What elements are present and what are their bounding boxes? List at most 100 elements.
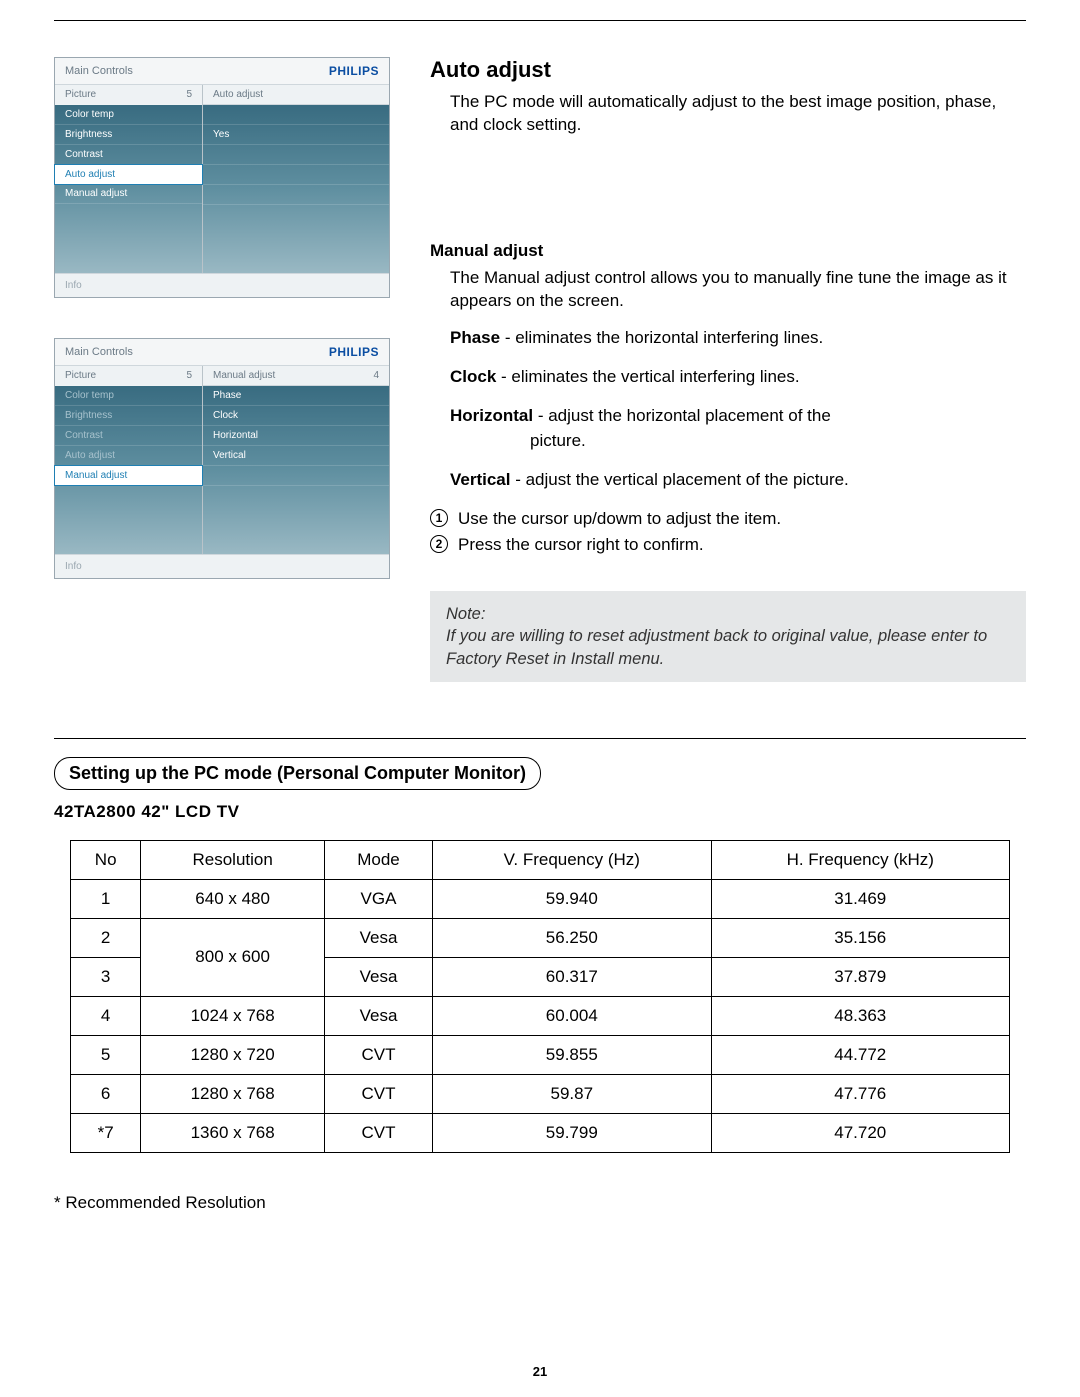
cell-no: 1 xyxy=(71,879,141,918)
osd-manual-adjust: Main Controls PHILIPS Picture 5 Color te… xyxy=(54,338,390,579)
cell-no: 2 xyxy=(71,918,141,957)
col-hfreq: H. Frequency (kHz) xyxy=(711,840,1009,879)
section-divider xyxy=(54,738,1026,739)
table-row: 51280 x 720CVT59.85544.772 xyxy=(71,1035,1010,1074)
def-horizontal-cont: picture. xyxy=(430,430,1026,453)
upper-section: Main Controls PHILIPS Picture 5 Color te… xyxy=(54,57,1026,682)
osd-item-label: Color temp xyxy=(65,109,114,120)
cell-mode: CVT xyxy=(324,1035,432,1074)
cell-mode: Vesa xyxy=(324,996,432,1035)
osd-right-header: Manual adjust 4 xyxy=(203,366,389,386)
osd-left-item: Color temp xyxy=(55,105,202,125)
osd-header: Main Controls PHILIPS xyxy=(55,58,389,85)
def-text: - eliminates the vertical interfering li… xyxy=(496,367,799,386)
cell-vfreq: 60.004 xyxy=(433,996,711,1035)
footnote: * Recommended Resolution xyxy=(54,1193,1026,1213)
step-number-icon: 2 xyxy=(430,535,448,553)
step-2: 2 Press the cursor right to confirm. xyxy=(430,533,1026,557)
cell-vfreq: 59.799 xyxy=(433,1113,711,1152)
col-no: No xyxy=(71,840,141,879)
def-text: - adjust the horizontal placement of the xyxy=(533,406,831,425)
osd-left-item: Contrast xyxy=(55,426,202,446)
osd-main-controls-label: Main Controls xyxy=(65,346,133,358)
table-header-row: No Resolution Mode V. Frequency (Hz) H. … xyxy=(71,840,1010,879)
osd-left-header-label: Picture xyxy=(65,370,96,381)
osd-right-row xyxy=(203,145,389,165)
osd-left-item: Contrast xyxy=(55,145,202,165)
def-term: Clock xyxy=(450,367,496,386)
osd-right-item: Horizontal xyxy=(203,426,389,446)
osd-item-label: Manual adjust xyxy=(65,470,127,481)
auto-adjust-title: Auto adjust xyxy=(430,57,1026,83)
cell-vfreq: 60.317 xyxy=(433,957,711,996)
osd-item-label: Brightness xyxy=(65,410,112,421)
note-box: Note: If you are willing to reset adjust… xyxy=(430,591,1026,682)
cell-vfreq: 59.87 xyxy=(433,1074,711,1113)
cell-mode: Vesa xyxy=(324,918,432,957)
cell-resolution: 1280 x 720 xyxy=(141,1035,325,1074)
osd-right-item: Vertical xyxy=(203,446,389,466)
brand-logo: PHILIPS xyxy=(329,64,379,78)
cell-vfreq: 59.855 xyxy=(433,1035,711,1074)
osd-left-item: Brightness xyxy=(55,406,202,426)
manual-adjust-desc: The Manual adjust control allows you to … xyxy=(430,267,1026,313)
def-text: - adjust the vertical placement of the p… xyxy=(511,470,849,489)
def-text: - eliminates the horizontal interfering … xyxy=(500,328,823,347)
cell-resolution: 1280 x 768 xyxy=(141,1074,325,1113)
cell-vfreq: 59.940 xyxy=(433,879,711,918)
cell-resolution: 1024 x 768 xyxy=(141,996,325,1035)
cell-resolution: 1360 x 768 xyxy=(141,1113,325,1152)
osd-item-label: Contrast xyxy=(65,149,103,160)
osd-right-item: Clock xyxy=(203,406,389,426)
osd-header: Main Controls PHILIPS xyxy=(55,339,389,366)
osd-auto-adjust: Main Controls PHILIPS Picture 5 Color te… xyxy=(54,57,390,298)
cell-no: 6 xyxy=(71,1074,141,1113)
table-row: 41024 x 768Vesa60.00448.363 xyxy=(71,996,1010,1035)
osd-left-item-active: Manual adjust xyxy=(54,465,203,486)
brand-logo: PHILIPS xyxy=(329,345,379,359)
def-term: Horizontal xyxy=(450,406,533,425)
osd-left-header-index: 5 xyxy=(186,370,192,381)
osd-right-header-label: Manual adjust xyxy=(213,370,275,381)
cell-hfreq: 37.879 xyxy=(711,957,1009,996)
osd-right-panel: Auto adjust Yes xyxy=(203,85,389,273)
pc-mode-heading: Setting up the PC mode (Personal Compute… xyxy=(54,757,541,790)
description-column: Auto adjust The PC mode will automatical… xyxy=(430,57,1026,682)
col-vfreq: V. Frequency (Hz) xyxy=(433,840,711,879)
cell-mode: VGA xyxy=(324,879,432,918)
osd-item-label: Auto adjust xyxy=(65,169,115,180)
osd-left-item: Brightness xyxy=(55,125,202,145)
osd-left-header: Picture 5 xyxy=(55,366,202,386)
osd-right-header-label: Auto adjust xyxy=(213,89,263,100)
cell-hfreq: 44.772 xyxy=(711,1035,1009,1074)
osd-item-label: Brightness xyxy=(65,129,112,140)
manual-adjust-title: Manual adjust xyxy=(430,241,1026,261)
osd-left-header: Picture 5 xyxy=(55,85,202,105)
cell-hfreq: 35.156 xyxy=(711,918,1009,957)
resolution-table: No Resolution Mode V. Frequency (Hz) H. … xyxy=(70,840,1010,1153)
table-row: 1640 x 480VGA59.94031.469 xyxy=(71,879,1010,918)
note-label: Note: xyxy=(446,603,1010,625)
cell-resolution: 800 x 600 xyxy=(141,918,325,996)
osd-right-row xyxy=(203,105,389,125)
osd-item-label: Color temp xyxy=(65,390,114,401)
def-horizontal: Horizontal - adjust the horizontal place… xyxy=(430,405,1026,428)
osd-right-row xyxy=(203,466,389,486)
osd-left-header-label: Picture xyxy=(65,89,96,100)
osd-left-panel: Picture 5 Color temp Brightness Contrast… xyxy=(55,85,203,273)
step-1: 1 Use the cursor up/dowm to adjust the i… xyxy=(430,507,1026,531)
osd-right-row xyxy=(203,165,389,185)
def-phase: Phase - eliminates the horizontal interf… xyxy=(430,327,1026,350)
osd-left-item: Auto adjust xyxy=(55,446,202,466)
step-text: Use the cursor up/dowm to adjust the ite… xyxy=(458,507,781,531)
note-text: If you are willing to reset adjustment b… xyxy=(446,625,1010,670)
cell-mode: CVT xyxy=(324,1113,432,1152)
cell-vfreq: 56.250 xyxy=(433,918,711,957)
cell-no: 4 xyxy=(71,996,141,1035)
osd-right-row xyxy=(203,185,389,205)
table-body: 1640 x 480VGA59.94031.4692800 x 600Vesa5… xyxy=(71,879,1010,1152)
cell-mode: Vesa xyxy=(324,957,432,996)
cell-hfreq: 47.776 xyxy=(711,1074,1009,1113)
def-term: Phase xyxy=(450,328,500,347)
col-resolution: Resolution xyxy=(141,840,325,879)
